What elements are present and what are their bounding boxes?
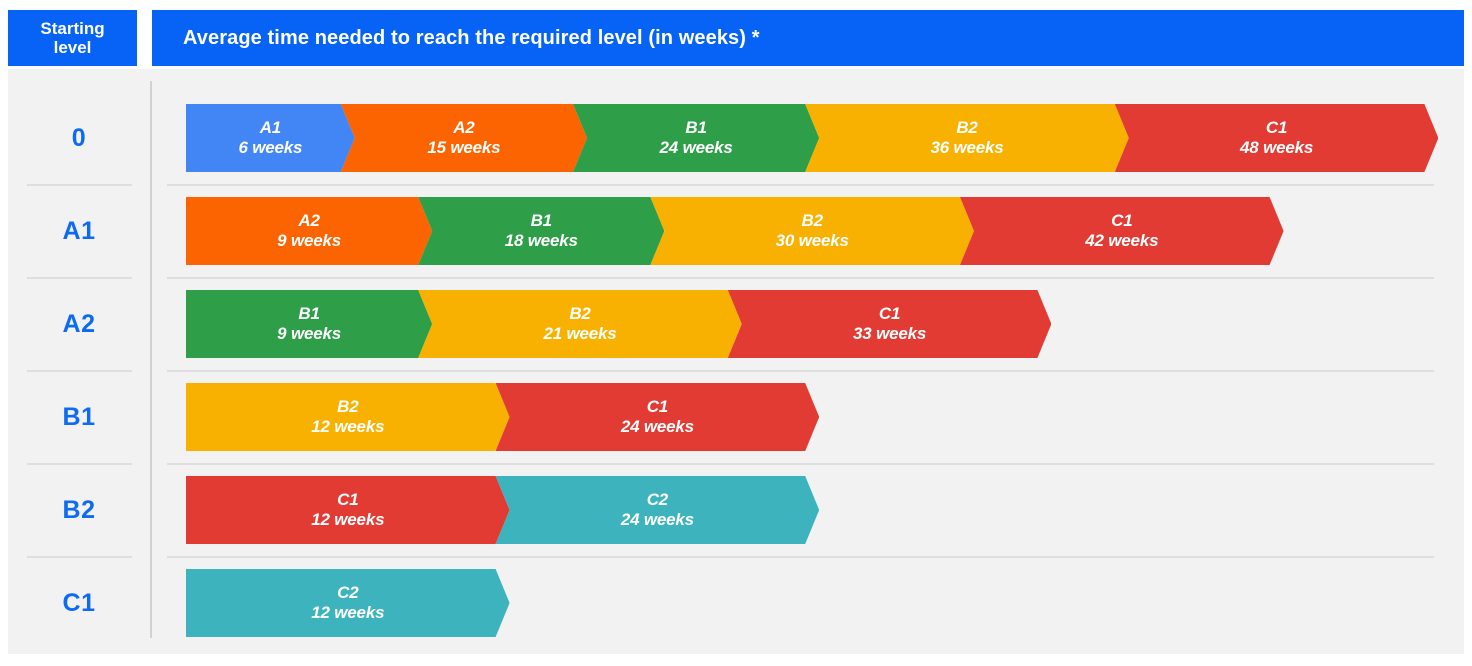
segment-B1-to-C1: C1 24 weeks	[496, 383, 820, 451]
segment-level-label: B2	[337, 396, 359, 416]
chart-row-0: 0 A1 6 weeks A2 15 weeks B1 24 weeks B2 36 weeks…	[8, 92, 1464, 186]
chart-title: Average time needed to reach the require…	[183, 26, 760, 49]
segment-A2-to-C1: C1 33 weeks	[728, 290, 1052, 358]
segment-weeks-label: 24 weeks	[659, 138, 733, 157]
starting-level-C1: C1	[62, 589, 96, 617]
segment-level-label: A1	[259, 117, 282, 137]
segment-weeks-label: 30 weeks	[775, 231, 849, 250]
segment-A2-to-B1: B1 9 weeks	[186, 290, 432, 358]
segment-level-label: B1	[530, 210, 552, 230]
segment-level-label: C1	[1265, 117, 1288, 137]
starting-level-header-label: Starting level	[40, 18, 105, 57]
row-bar-track: C1 12 weeks C2 24 weeks	[152, 464, 1464, 557]
starting-level-B2: B2	[62, 496, 96, 524]
segment-B2-to-C1: C1 12 weeks	[186, 476, 510, 544]
chart-row-B1: B1 B2 12 weeks C1 24 weeks	[8, 371, 1464, 465]
segment-weeks-label: 24 weeks	[620, 510, 694, 529]
segment-level-label: C1	[878, 303, 901, 323]
segment-level-label: B1	[685, 117, 707, 137]
segment-B2-to-C2: C2 24 weeks	[496, 476, 820, 544]
starting-level-B1: B1	[62, 403, 96, 431]
segment-weeks-label: 24 weeks	[620, 417, 694, 436]
chart-title-header-cell: Average time needed to reach the require…	[152, 10, 1464, 66]
segment-level-label: C1	[1111, 210, 1133, 230]
segment-weeks-label: 12 weeks	[311, 510, 385, 529]
segment-weeks-label: 6 weeks	[238, 138, 303, 157]
starting-level-0: 0	[71, 124, 87, 152]
segment-weeks-label: 48 weeks	[1240, 138, 1314, 157]
segment-weeks-label: 21 weeks	[543, 324, 617, 343]
segment-A1-to-A2: A2 9 weeks	[186, 197, 432, 265]
segment-weeks-label: 9 weeks	[277, 324, 341, 343]
table-header: Starting level Average time needed to re…	[8, 10, 1464, 66]
segment-A2-to-B2: B2 21 weeks	[418, 290, 742, 358]
segment-weeks-label: 18 weeks	[504, 231, 578, 250]
row-bar-track: A2 9 weeks B1 18 weeks B2 30 weeks C1 42 weeks	[152, 185, 1464, 278]
segment-0-to-B1: B1 24 weeks	[573, 104, 819, 172]
row-bar-track: C2 12 weeks	[152, 557, 1464, 650]
chart-row-A2: A2 B1 9 weeks B2 21 weeks C1 33 weeks	[8, 278, 1464, 372]
segment-A1-to-B1: B1 18 weeks	[418, 197, 664, 265]
starting-level-A2: A2	[62, 310, 96, 338]
row-bar-track: A1 6 weeks A2 15 weeks B1 24 weeks B2 36 weeks C…	[152, 92, 1464, 185]
segment-level-label: B2	[801, 210, 823, 230]
chart-rows: 0 A1 6 weeks A2 15 weeks B1 24 weeks B2 36 weeks…	[8, 92, 1464, 650]
chart-row-C1: C1 C2 12 weeks	[8, 557, 1464, 650]
segment-level-label: C2	[337, 582, 359, 602]
segment-level-label: A2	[453, 117, 475, 137]
segment-0-to-C1: C1 48 weeks	[1115, 104, 1439, 172]
column-divider-line	[150, 81, 152, 638]
segment-weeks-label: 36 weeks	[930, 138, 1004, 157]
chart-area: 0 A1 6 weeks A2 15 weeks B1 24 weeks B2 36 weeks…	[8, 69, 1464, 654]
starting-level-A1: A1	[62, 217, 96, 245]
starting-level-header-cell: Starting level	[8, 10, 137, 66]
segment-weeks-label: 15 weeks	[427, 138, 501, 157]
row-bar-track: B1 9 weeks B2 21 weeks C1 33 weeks	[152, 278, 1464, 371]
segment-level-label: B2	[956, 117, 978, 137]
chart-row-A1: A1 A2 9 weeks B1 18 weeks B2 30 weeks C1 42 week…	[8, 185, 1464, 279]
chart-row-B2: B2 C1 12 weeks C2 24 weeks	[8, 464, 1464, 558]
segment-C1-to-C2: C2 12 weeks	[186, 569, 510, 637]
segment-weeks-label: 33 weeks	[853, 324, 927, 343]
segment-level-label: A2	[298, 210, 320, 230]
segment-weeks-label: 12 weeks	[311, 417, 385, 436]
segment-A1-to-C1: C1 42 weeks	[960, 197, 1284, 265]
segment-weeks-label: 42 weeks	[1085, 231, 1159, 250]
segment-weeks-label: 12 weeks	[311, 603, 385, 622]
segment-A1-to-B2: B2 30 weeks	[650, 197, 974, 265]
segment-level-label: C1	[337, 489, 359, 509]
segment-level-label: C2	[646, 489, 669, 509]
segment-B1-to-B2: B2 12 weeks	[186, 383, 510, 451]
row-bar-track: B2 12 weeks C1 24 weeks	[152, 371, 1464, 464]
segment-level-label: C1	[646, 396, 669, 416]
segment-0-to-B2: B2 36 weeks	[805, 104, 1129, 172]
segment-0-to-A2: A2 15 weeks	[341, 104, 587, 172]
segment-weeks-label: 9 weeks	[277, 231, 341, 250]
segment-level-label: B2	[569, 303, 591, 323]
segment-0-to-A1: A1 6 weeks	[186, 104, 355, 172]
segment-level-label: B1	[298, 303, 320, 323]
